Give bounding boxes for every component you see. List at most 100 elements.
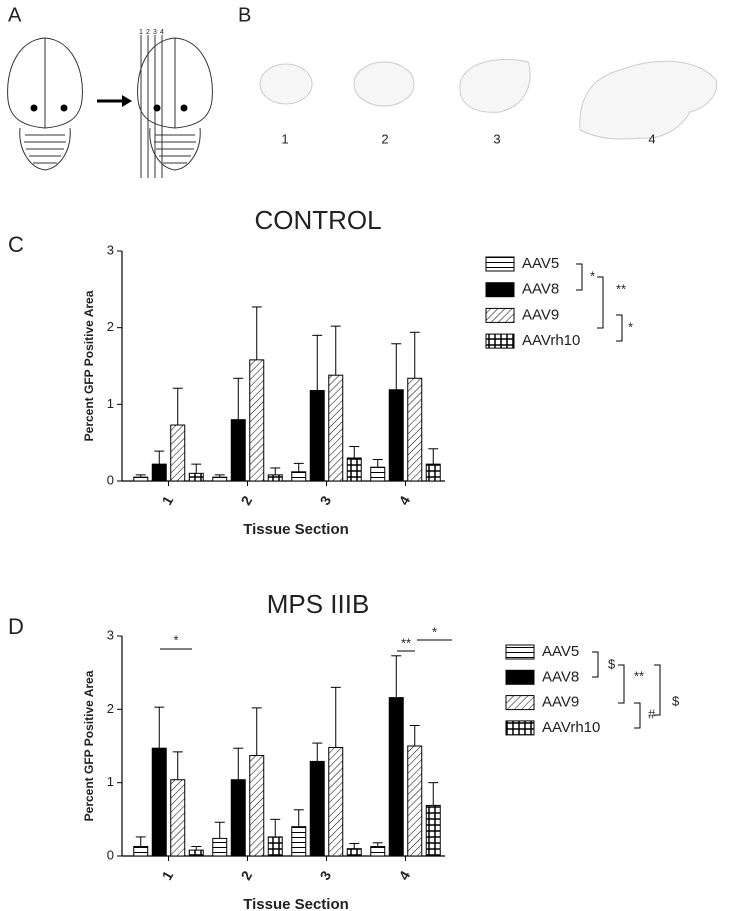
bar	[425, 804, 441, 857]
legend-swatch	[505, 644, 535, 660]
y-tick-label: 3	[107, 242, 114, 257]
significance-label: **	[634, 668, 644, 683]
legend-label: AAV8	[542, 668, 579, 685]
legend-swatch	[485, 282, 515, 298]
bar	[133, 476, 149, 482]
section-label: 1	[281, 131, 288, 146]
bar	[249, 359, 265, 482]
x-axis-label: Tissue Section	[243, 521, 349, 538]
significance-bracket	[618, 664, 625, 704]
bar	[291, 826, 307, 857]
bar	[309, 390, 325, 482]
y-tick-label: 2	[107, 701, 114, 716]
x-axis-label: Tissue Section	[243, 896, 349, 911]
panel-label: C	[8, 232, 24, 257]
legend-swatch	[505, 669, 535, 685]
x-tick-label: 3	[316, 868, 334, 883]
injection-dot	[180, 104, 188, 112]
section-images	[259, 58, 718, 140]
y-tick-label: 2	[107, 319, 114, 334]
significance-label: $	[608, 656, 616, 671]
legend-swatch	[485, 333, 515, 349]
significance-bracket	[592, 651, 599, 678]
line-label: 1	[139, 29, 143, 36]
section-label: 4	[648, 131, 655, 146]
significance-bracket	[597, 276, 604, 329]
line-label: 3	[153, 29, 157, 36]
bar	[370, 845, 386, 857]
bar	[407, 377, 423, 482]
significance-bracket	[654, 664, 661, 716]
bar	[346, 457, 362, 482]
significance-label: *	[628, 319, 633, 334]
line-label: 2	[146, 29, 150, 36]
chart-title: MPS IIIB	[267, 589, 370, 619]
bar	[370, 466, 386, 482]
significance-label: *	[432, 624, 437, 639]
bar	[249, 755, 265, 857]
y-axis-label: Percent GFP Positive Area	[82, 670, 96, 821]
significance-label: **	[616, 281, 626, 296]
y-tick-label: 0	[107, 847, 114, 862]
section-label: 2	[381, 131, 388, 146]
bar	[212, 837, 228, 857]
significance-label: *	[173, 632, 178, 647]
legend-label: AAVrh10	[522, 332, 580, 349]
legend-swatch	[485, 307, 515, 323]
legend-swatch	[505, 720, 535, 736]
bar	[151, 747, 167, 857]
bar	[328, 374, 344, 482]
bar	[151, 463, 167, 482]
section-label: 3	[493, 131, 500, 146]
significance-bracket	[616, 314, 623, 342]
bar	[133, 845, 149, 857]
line-label: 4	[160, 29, 164, 36]
y-tick-label: 3	[107, 627, 114, 642]
y-tick-label: 1	[107, 774, 114, 789]
significance-bracket	[634, 702, 641, 729]
significance-label: *	[590, 268, 595, 283]
significance-label: #	[648, 706, 656, 721]
significance-bracket	[576, 263, 583, 291]
bar	[188, 472, 204, 482]
bar	[388, 697, 404, 857]
x-tick-label: 4	[395, 493, 413, 508]
panel-label: D	[8, 614, 24, 639]
y-tick-label: 0	[107, 472, 114, 487]
bar	[267, 474, 283, 482]
panel-label: B	[238, 4, 251, 26]
legend-label: AAV5	[542, 643, 579, 660]
legend-label: AAVrh10	[542, 719, 600, 736]
bar	[346, 848, 362, 857]
bar	[170, 424, 186, 482]
injection-dot	[30, 104, 38, 112]
arrow-head	[122, 95, 132, 107]
brain-diagram	[7, 35, 213, 178]
bar	[170, 779, 186, 857]
bar	[188, 849, 204, 857]
x-tick-label: 4	[395, 868, 413, 883]
legend-swatch	[485, 256, 515, 272]
x-tick-label: 2	[237, 493, 255, 508]
significance-label: **	[401, 635, 411, 650]
injection-dot	[153, 104, 161, 112]
bar	[291, 471, 307, 482]
x-tick-label: 1	[158, 493, 176, 508]
chart-title: CONTROL	[254, 205, 381, 235]
y-tick-label: 1	[107, 396, 114, 411]
legend-label: AAV9	[542, 694, 579, 711]
bar	[425, 463, 441, 482]
legend-label: AAV9	[522, 306, 559, 323]
bar	[407, 745, 423, 857]
x-tick-label: 2	[237, 868, 255, 883]
injection-dot	[60, 104, 68, 112]
legend-label: AAV5	[522, 255, 559, 272]
y-axis-label: Percent GFP Positive Area	[82, 290, 96, 441]
panel-label: A	[8, 4, 22, 26]
x-tick-label: 3	[316, 493, 334, 508]
x-tick-label: 1	[158, 868, 176, 883]
bar	[388, 389, 404, 482]
legend-swatch	[505, 695, 535, 711]
bar	[328, 746, 344, 857]
